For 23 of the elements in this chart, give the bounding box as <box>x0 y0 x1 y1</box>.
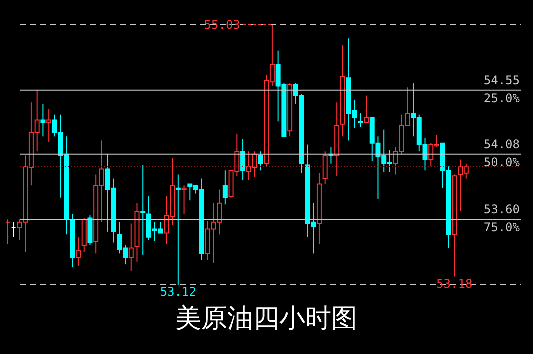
ref-line-label: 54.08 <box>484 137 520 152</box>
annotation: 53.18 <box>436 276 473 291</box>
candlestick <box>128 223 134 272</box>
candlestick <box>364 95 369 124</box>
candlestick <box>222 170 228 206</box>
annotation: 55.03 <box>204 18 240 32</box>
candlestick <box>322 151 328 185</box>
candlestick <box>76 236 81 266</box>
candlestick <box>182 185 187 215</box>
candlestick <box>40 103 46 138</box>
ref-line-label: 53.60 <box>484 202 520 217</box>
candlestick <box>46 108 52 143</box>
annotation: 53.12 <box>160 285 196 299</box>
candlestick <box>176 174 181 286</box>
annotation: 50.0% <box>484 155 521 170</box>
annotation: 75.0% <box>484 220 521 235</box>
candlestick <box>358 112 364 128</box>
ref-line-label: 54.55 <box>484 73 520 88</box>
candlestick <box>240 138 246 181</box>
text: 美原油四小时图 <box>176 304 358 333</box>
candlestick <box>258 151 264 172</box>
candlestick <box>140 164 146 256</box>
annotation: 25.0% <box>484 91 521 106</box>
